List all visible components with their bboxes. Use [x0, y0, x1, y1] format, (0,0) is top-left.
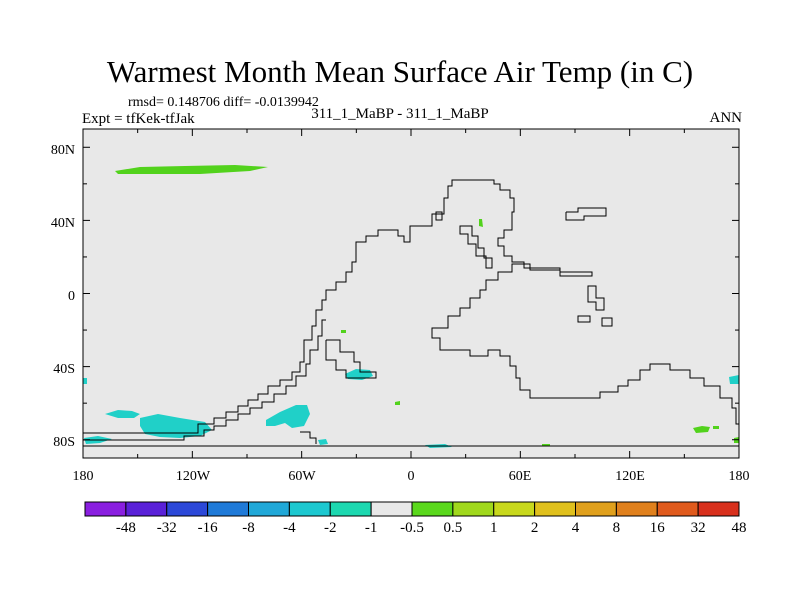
lon-label-60e: 60E: [509, 469, 532, 484]
colorbar-swatch: [575, 501, 617, 517]
lon-label-180e: 180: [729, 469, 750, 484]
lat-label-80n: 80N: [51, 143, 75, 158]
colorbar-swatch: [411, 501, 454, 517]
lat-label-0: 0: [68, 289, 75, 304]
southern-ocean-negative-patch-5: [318, 439, 328, 445]
arctic-positive-patch: [115, 165, 268, 174]
colorbar-label: -1: [365, 520, 378, 536]
colorbar-swatch: [697, 501, 740, 517]
colorbar-label: 32: [691, 520, 706, 536]
lat-label-80s: 80S: [53, 435, 75, 450]
southern-strip-outline: [300, 431, 317, 444]
difference-patches: [83, 165, 739, 448]
colorbar-label: 8: [613, 520, 621, 536]
lon-label-180w: 180: [73, 469, 94, 484]
colorbar-label: 4: [572, 520, 580, 536]
europe-positive-patch: [479, 219, 483, 227]
west-edge-negative-patch: [83, 378, 87, 384]
continent-outlines: [83, 179, 739, 447]
colorbar-label: 48: [732, 520, 747, 536]
european-island-outline-1: [435, 211, 443, 221]
colorbar-swatch: [329, 501, 372, 517]
colorbar-label: -32: [157, 520, 177, 536]
colorbar-swatch: [125, 501, 168, 517]
lon-label-120w: 120W: [176, 469, 211, 484]
map-background: [83, 129, 739, 458]
colorbar-swatch: [615, 501, 658, 517]
colorbar-swatch: [166, 501, 209, 517]
southern-ocean-negative-patch-1: [105, 410, 140, 418]
lat-label-40n: 40N: [51, 216, 75, 231]
southern-ocean-positive-patch-3: [713, 426, 719, 429]
axis-ticks: [82, 129, 740, 458]
western-coast-outline: [83, 319, 326, 441]
lon-label-120e: 120E: [615, 469, 645, 484]
colorbar-label: 1: [490, 520, 498, 536]
colorbar-swatch: [288, 501, 331, 517]
latitude-labels: 80N 40N 0 40S 80S: [51, 143, 75, 450]
colorbar-label: -16: [198, 520, 218, 536]
colorbar: -48 -32 -16 -8 -4 -2 -1 -0.5 0.5 1 2 4 8 16 32 48: [84, 501, 747, 536]
colorbar-label: 0.5: [444, 520, 463, 536]
plot-title: Warmest Month Mean Surface Air Temp (in …: [106, 54, 694, 89]
colorbar-swatch: [370, 501, 413, 517]
colorbar-label: -4: [283, 520, 296, 536]
colorbar-swatch: [493, 501, 536, 517]
colorbar-swatch: [534, 501, 576, 517]
colorbar-swatch: [452, 501, 495, 517]
east-edge-negative-patch: [729, 375, 739, 384]
colorbar-label: 16: [650, 520, 666, 536]
lon-label-60w: 60W: [288, 469, 316, 484]
colorbar-swatch: [84, 501, 127, 517]
north-eastern-island-outline: [565, 207, 607, 221]
colorbar-label: -0.5: [400, 520, 424, 536]
south-east-island-outline-3: [601, 317, 613, 327]
colorbar-label: 2: [531, 520, 539, 536]
lon-label-0: 0: [408, 469, 415, 484]
lat-label-40s: 40S: [53, 362, 75, 377]
run-subtitle: 311_1_MaBP - 311_1_MaBP: [311, 106, 489, 122]
main-continent-outline: [83, 179, 739, 434]
experiment-label: Expt = tfKek-tfJak: [82, 111, 195, 127]
south-atlantic-positive-patch: [395, 401, 400, 405]
southern-ocean-positive-patch-1: [693, 426, 710, 433]
southern-ocean-negative-patch-4: [266, 405, 310, 428]
colorbar-swatch: [207, 501, 249, 517]
tropical-positive-patch: [341, 330, 346, 333]
south-east-island-outline-2: [577, 315, 591, 323]
colorbar-label: -2: [324, 520, 337, 536]
longitude-labels: 180 120W 60W 0 60E 120E 180: [73, 469, 750, 484]
southern-ocean-negative-patch-2: [140, 414, 212, 438]
colorbar-swatch: [656, 501, 699, 517]
colorbar-swatch: [248, 501, 290, 517]
european-island-outline-2: [459, 225, 493, 269]
period-label: ANN: [709, 110, 743, 126]
colorbar-label: -8: [242, 520, 255, 536]
south-east-island-outline-1: [587, 285, 605, 311]
colorbar-label: -48: [116, 520, 136, 536]
rmsd-diff-stats: rmsd= 0.148706 diff= -0.0139942: [128, 95, 319, 110]
inner-bay-outline: [325, 339, 377, 379]
